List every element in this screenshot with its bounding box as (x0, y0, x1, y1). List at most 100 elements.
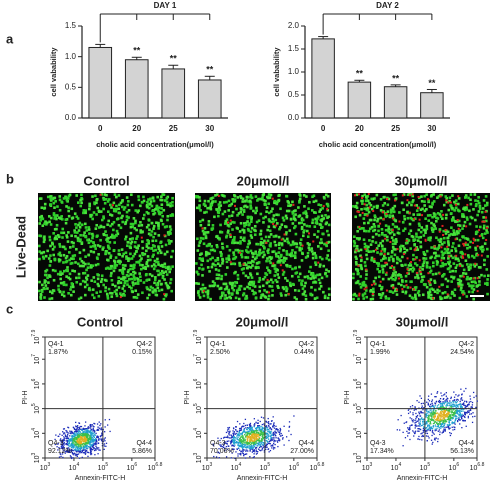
live-cell (100, 277, 104, 281)
live-cell (425, 285, 429, 289)
live-cell (78, 221, 82, 225)
live-cell (38, 244, 41, 248)
event-dot (473, 396, 475, 399)
live-cell (203, 232, 206, 236)
live-cell (275, 254, 278, 258)
live-cell (44, 284, 48, 287)
live-cell (394, 248, 397, 251)
event-dot (250, 445, 252, 447)
live-cell (277, 259, 280, 263)
event-dot (235, 437, 237, 439)
dead-cell (445, 199, 448, 202)
live-cell (128, 285, 131, 289)
event-dot (92, 425, 94, 427)
live-cell (284, 293, 287, 297)
live-cell (432, 193, 435, 196)
event-dot (262, 439, 264, 441)
event-dot (452, 429, 454, 431)
live-cell (399, 249, 402, 253)
event-dot (90, 447, 92, 450)
live-cell (450, 226, 453, 229)
live-cell (242, 208, 246, 212)
event-dot (256, 445, 258, 447)
event-dot (96, 435, 98, 437)
event-dot (240, 429, 243, 431)
live-cell (244, 221, 248, 225)
live-cell (54, 235, 58, 238)
live-cell (83, 285, 87, 289)
event-dot (239, 432, 241, 435)
event-dot (278, 439, 280, 441)
y-tick-label: 106 (31, 378, 41, 389)
event-dot (76, 427, 79, 429)
live-cell (244, 249, 248, 252)
live-cell (60, 293, 64, 296)
live-cell (394, 219, 397, 222)
event-dot (77, 450, 79, 452)
event-dot (275, 431, 277, 434)
event-dot (262, 427, 264, 429)
live-cell (305, 229, 309, 233)
live-cell (166, 265, 170, 269)
live-cell (139, 231, 143, 234)
live-cell (145, 210, 149, 214)
dead-cell (357, 211, 360, 214)
live-cell (266, 239, 270, 243)
live-cell (321, 232, 324, 236)
dead-cell (409, 286, 412, 289)
live-cell (352, 297, 355, 301)
dead-cell (462, 275, 465, 278)
live-cell (253, 233, 257, 237)
event-dot (64, 450, 66, 452)
event-dot (260, 444, 262, 446)
live-cell (366, 213, 369, 216)
live-cell (42, 257, 46, 260)
event-dot (422, 435, 425, 438)
event-dot (252, 432, 255, 434)
live-cell (413, 217, 417, 220)
event-dot (85, 432, 88, 434)
live-cell (147, 206, 151, 210)
event-dot (241, 440, 244, 442)
live-cell (211, 256, 214, 260)
event-dot (253, 439, 256, 441)
event-dot (94, 438, 97, 440)
live-cell (141, 240, 144, 243)
live-cell (211, 248, 215, 252)
live-cell (407, 268, 411, 272)
live-cell (406, 211, 409, 214)
live-cell (265, 290, 269, 294)
live-cell (224, 273, 228, 276)
live-cell (43, 206, 47, 210)
live-cell (164, 281, 168, 285)
event-dot (268, 451, 270, 453)
live-cell (135, 246, 138, 250)
live-cell (117, 276, 120, 280)
live-cell (154, 208, 157, 211)
event-dot (89, 440, 92, 442)
event-dot (266, 432, 269, 435)
event-dot (254, 427, 257, 430)
live-cell (40, 288, 44, 292)
live-cell (150, 221, 154, 225)
live-cell (117, 260, 120, 263)
event-dot (246, 431, 248, 433)
live-cell (250, 280, 253, 284)
live-cell (249, 273, 253, 277)
live-cell (206, 289, 210, 293)
live-cell (223, 287, 227, 291)
live-cell (121, 263, 125, 267)
live-cell (364, 285, 368, 288)
live-cell (240, 196, 243, 200)
live-cell (258, 278, 262, 282)
live-cell (377, 234, 381, 237)
live-cell (245, 294, 248, 298)
event-dot (73, 433, 75, 435)
live-cell (482, 199, 486, 202)
event-dot (93, 449, 96, 452)
event-dot (72, 443, 74, 446)
live-cell (452, 218, 455, 222)
event-dot (248, 442, 251, 444)
event-dot (241, 431, 244, 434)
live-cell (54, 269, 57, 273)
